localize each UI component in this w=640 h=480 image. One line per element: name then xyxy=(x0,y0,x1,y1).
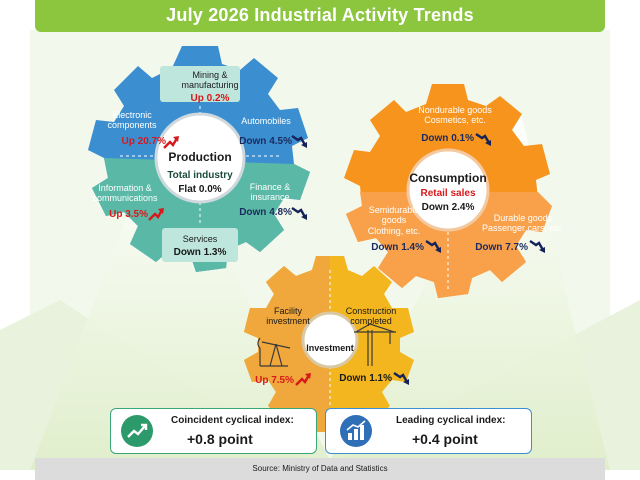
durable-label: Durable goods Passenger cars, etc. xyxy=(481,213,565,234)
services-box xyxy=(162,228,238,262)
consumption-hub-value: Down 2.4% xyxy=(421,202,475,213)
arrow-down-icon-automobiles xyxy=(291,135,307,148)
facility-value: Up 7.5% xyxy=(255,375,294,386)
oil-pump-icon xyxy=(257,337,291,367)
services-value: Down 1.3% xyxy=(173,247,227,258)
source-bar xyxy=(35,458,605,480)
electronic-label: Electronic components xyxy=(107,110,157,131)
arrow-down-icon-durable xyxy=(529,240,545,253)
leading-index-value: +0.4 point xyxy=(412,431,478,447)
semidurable-label: Semidurable goods Clothing, etc. xyxy=(367,205,421,236)
coincident-index-value: +0.8 point xyxy=(187,431,253,447)
consumption-gear xyxy=(344,84,552,298)
arrow-up-icon-information xyxy=(148,208,164,221)
automobiles-value: Down 4.5% xyxy=(239,136,292,147)
electronic-value: Up 20.7% xyxy=(121,136,166,147)
title-bar xyxy=(35,0,605,32)
consumption-hub xyxy=(406,148,490,232)
durable-value: Down 7.7% xyxy=(475,242,528,253)
source-note: Source: Ministry of Data and Statistics xyxy=(252,464,388,473)
production-gear xyxy=(88,46,310,272)
construction-value: Down 1.1% xyxy=(339,373,392,384)
coincident-index-box: Coincident cyclical index: +0.8 point xyxy=(110,408,317,454)
production-hub-title: Production xyxy=(168,150,232,164)
automobiles-label: Automobiles xyxy=(241,116,291,126)
facility-label: Facility investment xyxy=(266,306,310,327)
arrow-up-icon-electronic xyxy=(163,136,179,149)
arrow-down-icon-semidurable xyxy=(425,240,441,253)
finance-label: Finance & insurance xyxy=(249,182,291,203)
arrow-up-icon-facility xyxy=(295,373,311,386)
crane-icon xyxy=(354,323,396,366)
arrow-down-icon-construction xyxy=(393,372,409,385)
investment-hub xyxy=(301,311,359,369)
coincident-index-title: Coincident cyclical index: xyxy=(171,415,294,426)
production-hub xyxy=(154,112,246,204)
nondurable-label: Nondurable goods Cosmetics, etc. xyxy=(418,105,492,126)
services-label: Services xyxy=(182,234,218,244)
mining-value: Up 0.2% xyxy=(190,93,230,104)
bar-chart-up-icon xyxy=(340,415,372,447)
mining-box xyxy=(160,66,240,102)
investment-gear xyxy=(244,256,414,432)
consumption-hub-sub: Retail sales xyxy=(420,188,476,199)
line-chart-up-icon xyxy=(121,415,153,447)
nondurable-value: Down 0.1% xyxy=(421,133,474,144)
consumption-hub-title: Consumption xyxy=(409,171,487,185)
information-value: Up 3.5% xyxy=(109,209,148,220)
production-hub-sub: Total industry xyxy=(167,170,233,181)
leading-index-title: Leading cyclical index: xyxy=(396,415,506,426)
arrow-down-icon-nondurable xyxy=(475,133,491,146)
mining-label: Mining & manufacturing xyxy=(181,70,239,91)
leading-index-box: Leading cyclical index: +0.4 point xyxy=(325,408,532,454)
information-label: Information & communications xyxy=(92,183,158,204)
investment-hub-title: Investment xyxy=(306,343,354,353)
finance-value: Down 4.8% xyxy=(239,207,292,218)
semidurable-value: Down 1.4% xyxy=(371,242,424,253)
page-title: July 2026 Industrial Activity Trends xyxy=(166,5,474,25)
construction-label: Construction completed xyxy=(345,306,397,327)
arrow-down-icon-finance xyxy=(291,207,307,220)
production-hub-value: Flat 0.0% xyxy=(178,184,222,195)
